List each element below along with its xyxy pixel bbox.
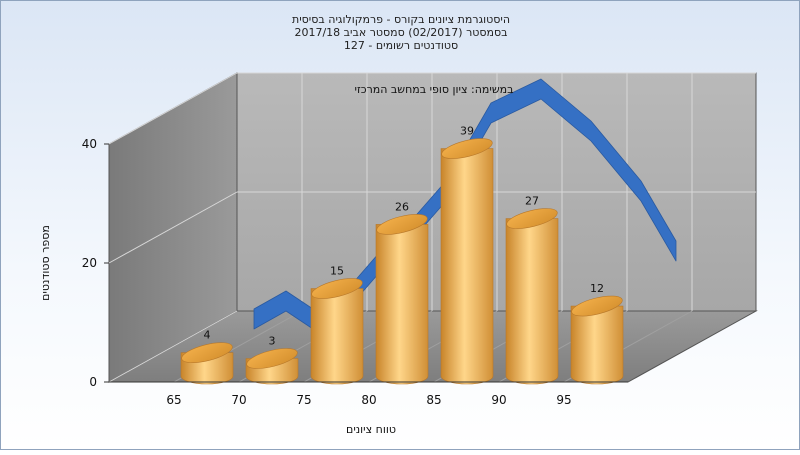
bar: 15	[310, 265, 364, 385]
x-tick-label: 70	[231, 393, 246, 407]
bar-body	[570, 305, 624, 385]
bar-top	[311, 278, 363, 299]
bar: 39	[440, 125, 494, 385]
bar: 4	[180, 329, 234, 385]
bar: 26	[375, 200, 429, 385]
bars: 4 3 15 26 39 27 12	[180, 125, 624, 385]
chart-title-line-2: בסמסטר (02/2017) סמסטר אביב 2017/18	[294, 26, 507, 39]
y-tick-label: 0	[89, 375, 97, 389]
ticks: 0 20 40 65 70 75 80 85 90 95	[82, 137, 628, 407]
bar-value-label: 4	[204, 329, 211, 342]
bar-top	[441, 138, 493, 159]
x-tick-label: 85	[426, 393, 441, 407]
x-tick-label: 95	[556, 393, 571, 407]
bar-value-label: 27	[525, 195, 539, 208]
x-tick-label: 90	[491, 393, 506, 407]
x-tick-label: 65	[166, 393, 181, 407]
x-tick-label: 75	[296, 393, 311, 407]
bar: 27	[505, 195, 559, 385]
bar-value-label: 26	[395, 200, 409, 213]
chart-title-line-1: היסטוגרמת ציונים בקורס - פרמקולוגיה בסיס…	[292, 13, 510, 26]
bar-body	[310, 288, 364, 385]
bar-top	[506, 208, 558, 229]
bar-body	[440, 148, 494, 385]
bar-body	[375, 224, 429, 385]
bar-top	[571, 295, 623, 317]
bar-body	[505, 218, 559, 385]
bar: 12	[570, 282, 624, 385]
chart-title-line-3: סטודנטים רשומים - 127	[344, 39, 458, 52]
bar: 3	[245, 335, 299, 385]
bar-value-label: 12	[590, 282, 604, 295]
grid-line-wall	[108, 72, 238, 145]
y-tick-label: 40	[82, 137, 97, 151]
bar-top	[246, 348, 298, 369]
grid-line-wall	[108, 310, 238, 383]
x-axis-title: טווח ציונים	[346, 423, 396, 436]
y-axis-title: מספר סטודנטים	[39, 225, 52, 301]
x-tick-label: 80	[361, 393, 376, 407]
bar-value-label: 15	[330, 265, 344, 278]
bar-value-label: 39	[460, 125, 474, 138]
bar-top	[181, 342, 233, 363]
bar-value-label: 3	[269, 335, 276, 348]
bar-top	[376, 214, 428, 235]
chart-annotation: במשימה: ציון סופי במחשב המרכזי	[354, 83, 513, 96]
y-tick-label: 20	[82, 256, 97, 270]
grid-line-wall	[108, 191, 238, 264]
